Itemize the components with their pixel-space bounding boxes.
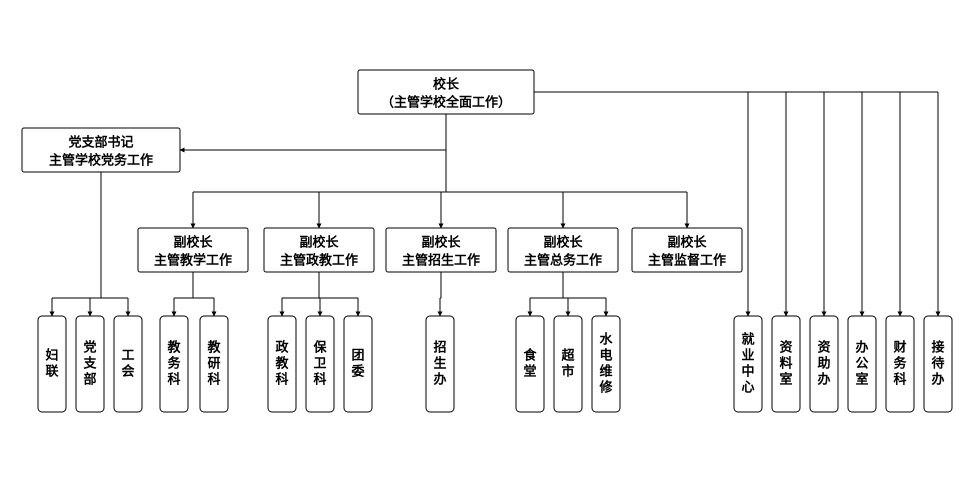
svg-text:务: 务: [167, 355, 181, 370]
svg-text:副校长: 副校长: [299, 234, 339, 249]
svg-text:助: 助: [817, 355, 830, 370]
svg-text:科: 科: [275, 371, 288, 386]
svg-text:副校长: 副校长: [543, 234, 583, 249]
svg-text:办: 办: [433, 371, 446, 386]
svg-text:科: 科: [313, 371, 326, 386]
svg-text:业: 业: [741, 347, 754, 362]
svg-text:主管招生工作: 主管招生工作: [402, 252, 480, 267]
svg-text:主管监督工作: 主管监督工作: [648, 252, 726, 267]
svg-text:科: 科: [893, 371, 906, 386]
svg-text:堂: 堂: [523, 363, 536, 378]
svg-text:会: 会: [121, 363, 135, 378]
svg-text:教: 教: [274, 355, 289, 370]
l_st: 食堂: [516, 316, 544, 412]
svg-text:办: 办: [855, 339, 868, 354]
svg-text:团: 团: [351, 347, 364, 362]
l_gong: 工会: [114, 316, 142, 412]
svg-text:科: 科: [207, 371, 220, 386]
svg-text:水: 水: [599, 331, 613, 346]
svg-text:待: 待: [930, 355, 944, 370]
svg-text:副校长: 副校长: [667, 234, 707, 249]
l_bgs: 办公室: [848, 316, 876, 412]
svg-text:卫: 卫: [313, 355, 326, 370]
l_jyk: 教研科: [200, 316, 228, 412]
svg-text:校长: 校长: [433, 76, 460, 91]
svg-text:保: 保: [312, 339, 327, 354]
svg-text:党: 党: [83, 339, 96, 354]
svg-text:工: 工: [121, 347, 134, 362]
vp4-box: 副校长主管总务工作: [508, 228, 618, 272]
svg-text:超: 超: [561, 347, 575, 362]
l_jdb: 接待办: [924, 316, 952, 412]
svg-text:料: 料: [779, 355, 792, 370]
svg-text:电: 电: [599, 347, 612, 362]
svg-text:联: 联: [45, 363, 58, 378]
svg-text:资: 资: [817, 339, 830, 354]
svg-text:主管总务工作: 主管总务工作: [524, 252, 602, 267]
l_cs: 超市: [554, 316, 582, 412]
svg-text:教: 教: [206, 339, 221, 354]
svg-text:支: 支: [82, 355, 97, 370]
svg-text:接: 接: [931, 339, 944, 354]
svg-text:招: 招: [433, 339, 446, 354]
org-chart: 校长（主管学校全面工作）党支部书记主管学校党务工作副校长主管教学工作副校长主管政…: [0, 0, 965, 500]
svg-text:党支部书记: 党支部书记: [68, 134, 133, 149]
l_zsb: 招生办: [426, 316, 454, 412]
l_jwk: 教务科: [160, 316, 188, 412]
svg-text:研: 研: [207, 355, 220, 370]
svg-text:生: 生: [433, 355, 446, 370]
svg-text:食: 食: [523, 347, 537, 362]
vp3-box: 副校长主管招生工作: [386, 228, 496, 272]
svg-text:（主管学校全面工作）: （主管学校全面工作）: [381, 94, 511, 109]
party-box: 党支部书记主管学校党务工作: [22, 128, 180, 172]
svg-text:主管学校党务工作: 主管学校党务工作: [49, 152, 153, 167]
svg-text:维: 维: [599, 363, 612, 378]
svg-text:中: 中: [741, 363, 754, 378]
svg-text:市: 市: [561, 363, 574, 378]
l_zls: 资料室: [772, 316, 800, 412]
vp2-box: 副校长主管政教工作: [264, 228, 374, 272]
l_zjk: 政教科: [268, 316, 296, 412]
svg-text:政: 政: [275, 339, 289, 354]
svg-text:就: 就: [741, 331, 754, 346]
svg-text:办: 办: [931, 371, 944, 386]
vp1-box: 副校长主管教学工作: [138, 228, 248, 272]
svg-text:资: 资: [779, 339, 792, 354]
svg-text:科: 科: [167, 371, 180, 386]
svg-text:副校长: 副校长: [421, 234, 461, 249]
svg-text:心: 心: [741, 379, 754, 394]
svg-text:妇: 妇: [44, 347, 58, 362]
l_sdwx: 水电维修: [592, 316, 620, 412]
root-box: 校长 （主管学校全面工作）: [358, 70, 534, 114]
l_dang: 党支部: [76, 316, 104, 412]
svg-text:室: 室: [855, 371, 868, 386]
svg-text:主管教学工作: 主管教学工作: [154, 252, 232, 267]
svg-text:教: 教: [166, 339, 181, 354]
svg-text:室: 室: [779, 371, 792, 386]
l_jyzx: 就业中心: [734, 316, 762, 412]
svg-text:公: 公: [855, 355, 868, 370]
l_cwk: 财务科: [886, 316, 914, 412]
l_bwk: 保卫科: [306, 316, 334, 412]
svg-text:部: 部: [83, 371, 96, 386]
l_tw: 团委: [344, 316, 372, 412]
svg-text:办: 办: [817, 371, 830, 386]
vp5-box: 副校长主管监督工作: [632, 228, 742, 272]
svg-text:修: 修: [598, 379, 613, 394]
svg-text:委: 委: [350, 363, 364, 378]
l_fu: 妇联: [38, 316, 66, 412]
svg-text:副校长: 副校长: [173, 234, 213, 249]
svg-text:主管政教工作: 主管政教工作: [280, 252, 358, 267]
svg-text:务: 务: [893, 355, 907, 370]
l_zzb: 资助办: [810, 316, 838, 412]
svg-text:财: 财: [893, 339, 906, 354]
